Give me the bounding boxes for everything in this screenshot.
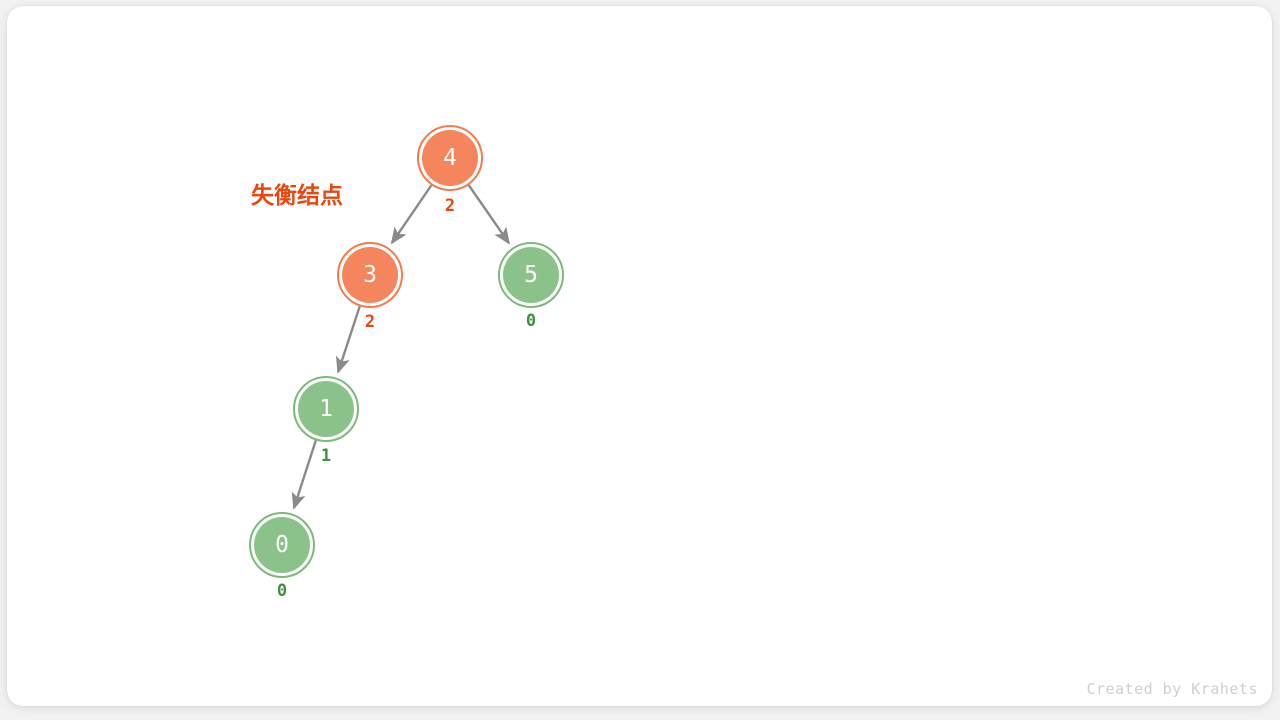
balance-factor-label: 2	[364, 312, 376, 332]
figure-card	[7, 6, 1272, 706]
balance-factor-label: 2	[444, 196, 456, 216]
balance-factor-label: 0	[276, 581, 288, 601]
node-outer-ring	[249, 512, 315, 578]
node-value: 4	[443, 145, 457, 171]
node-value: 3	[363, 262, 377, 288]
tree-edge	[390, 184, 433, 245]
node-outer-ring	[337, 242, 403, 308]
node-value: 5	[524, 262, 538, 288]
balance-factor-label: 0	[525, 311, 537, 331]
tree-node[interactable]: 3	[337, 242, 403, 308]
tree-node[interactable]: 5	[498, 242, 564, 308]
tree-node[interactable]: 1	[293, 376, 359, 442]
tree-node[interactable]: 0	[249, 512, 315, 578]
tree-edge	[291, 440, 317, 510]
node-outer-ring	[293, 376, 359, 442]
node-outer-ring	[498, 242, 564, 308]
tree-edge	[467, 184, 510, 245]
node-outer-ring	[417, 125, 483, 191]
tree-edge	[335, 305, 361, 374]
unbalanced-node-annotation: 失衡结点	[251, 183, 343, 209]
tree-node[interactable]: 4	[417, 125, 483, 191]
node-value: 1	[319, 396, 333, 422]
balance-factor-label: 1	[320, 446, 332, 466]
credit-text: Created by Krahets	[1086, 680, 1258, 698]
tree-edges	[291, 184, 510, 510]
node-value: 0	[275, 532, 289, 558]
